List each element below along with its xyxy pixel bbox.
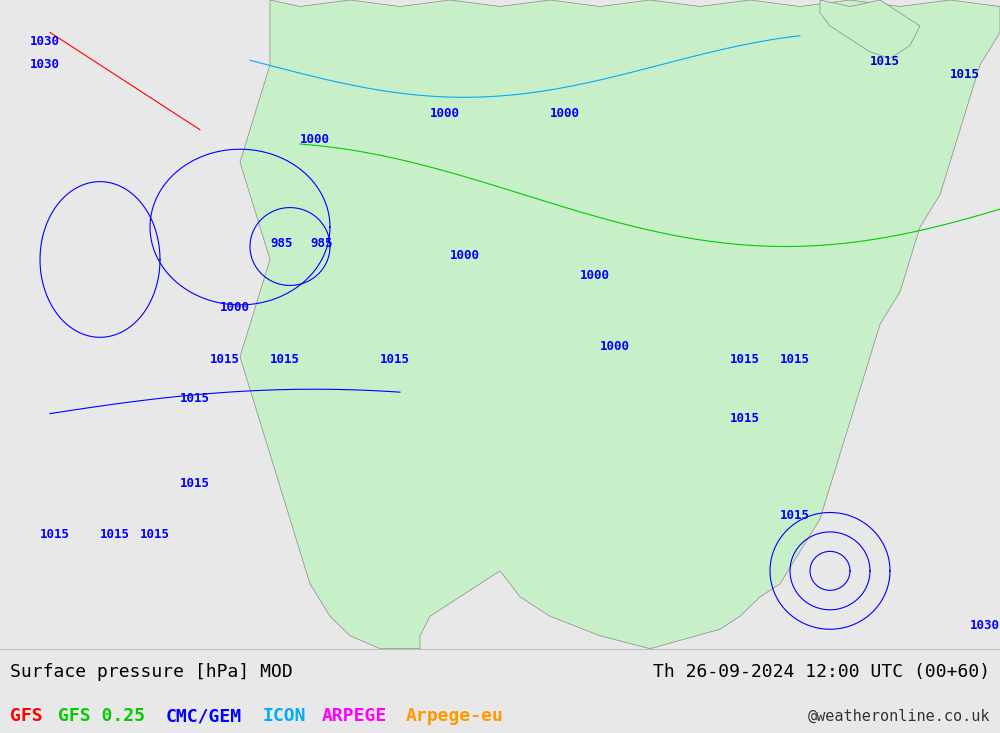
Text: 1000: 1000 xyxy=(220,301,250,314)
Text: 1000: 1000 xyxy=(580,269,610,282)
Text: GFS: GFS xyxy=(10,707,43,725)
Text: CMC/GEM: CMC/GEM xyxy=(166,707,242,725)
Text: Arpege-eu: Arpege-eu xyxy=(406,707,504,725)
Text: 1015: 1015 xyxy=(100,528,130,542)
Text: GFS 0.25: GFS 0.25 xyxy=(58,707,145,725)
Text: 985: 985 xyxy=(310,237,332,249)
Text: 1030: 1030 xyxy=(970,619,1000,633)
Text: 1015: 1015 xyxy=(140,528,170,542)
Text: 1015: 1015 xyxy=(780,509,810,522)
Text: 1015: 1015 xyxy=(270,353,300,366)
Text: ARPEGE: ARPEGE xyxy=(322,707,387,725)
Text: ICON: ICON xyxy=(262,707,306,725)
Text: 1015: 1015 xyxy=(40,528,70,542)
Text: 1000: 1000 xyxy=(300,133,330,146)
Text: 1015: 1015 xyxy=(870,55,900,68)
Text: Th 26-09-2024 12:00 UTC (00+60): Th 26-09-2024 12:00 UTC (00+60) xyxy=(653,663,990,681)
Polygon shape xyxy=(240,0,1000,649)
Text: 1015: 1015 xyxy=(180,392,210,405)
Text: 1015: 1015 xyxy=(780,353,810,366)
Text: 1015: 1015 xyxy=(380,353,410,366)
Text: 1000: 1000 xyxy=(600,340,630,353)
Text: 1030: 1030 xyxy=(30,58,60,71)
Text: 1015: 1015 xyxy=(210,353,240,366)
Text: 1000: 1000 xyxy=(430,107,460,119)
Text: 1015: 1015 xyxy=(180,476,210,490)
Text: 985: 985 xyxy=(270,237,292,249)
Text: Surface pressure [hPa] MOD: Surface pressure [hPa] MOD xyxy=(10,663,293,681)
Text: 1030: 1030 xyxy=(30,35,60,48)
Text: 1015: 1015 xyxy=(730,353,760,366)
Text: 1000: 1000 xyxy=(450,249,480,262)
Text: 1015: 1015 xyxy=(950,68,980,81)
Text: 1015: 1015 xyxy=(730,412,760,424)
Text: 1000: 1000 xyxy=(550,107,580,119)
Polygon shape xyxy=(820,0,920,59)
Text: @weatheronline.co.uk: @weatheronline.co.uk xyxy=(808,709,990,723)
